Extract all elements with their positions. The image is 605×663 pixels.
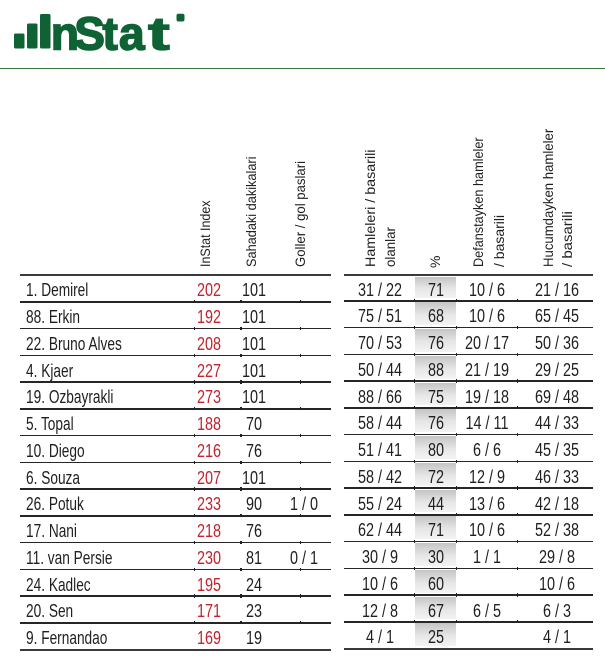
svg-text:t: t [148,8,170,59]
svg-text:nSta: nSta [51,8,145,60]
